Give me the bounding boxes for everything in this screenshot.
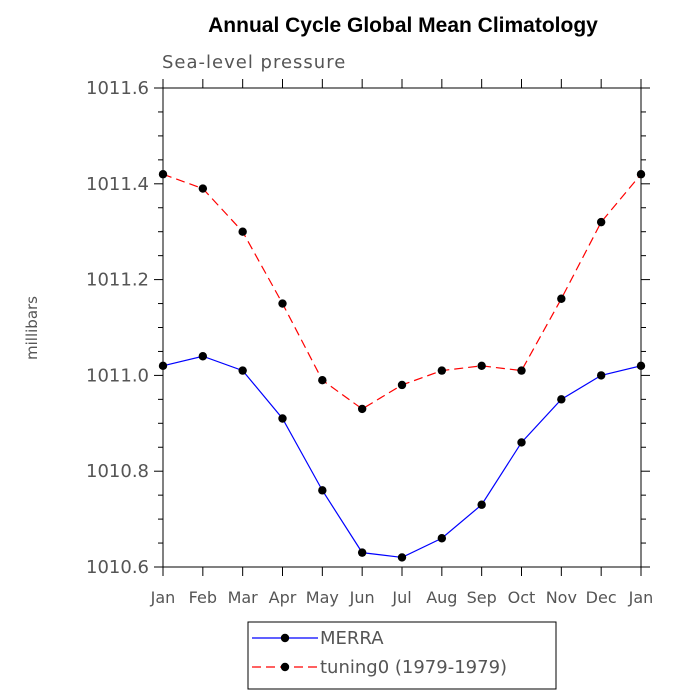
legend-label: tuning0 (1979-1979) [320,657,507,678]
data-point [636,170,646,179]
x-tick-label: Aug [426,588,457,607]
data-point [557,294,566,303]
data-point [278,414,287,423]
y-tick-label: 1010.8 [86,461,149,482]
data-point [278,299,287,308]
x-tick-label: Oct [508,588,536,607]
x-tick-label: May [306,588,339,607]
data-point [557,395,566,404]
legend-marker [280,662,290,672]
x-tick-label: Dec [586,588,617,607]
series-line [162,173,642,410]
chart-subtitle: Sea-level pressure [162,52,346,73]
x-tick-label: Jul [391,588,411,607]
data-point [517,438,526,447]
series-1 [158,170,646,414]
x-tick-label: Feb [189,588,217,607]
data-point [437,534,447,543]
x-tick-label: Jun [349,588,375,607]
x-tick-label: Apr [269,588,297,607]
legend: MERRA tuning0 (1979-1979) [247,621,557,690]
data-point [318,375,327,385]
y-tick-label: 1011.6 [86,78,149,99]
data-point [357,404,367,414]
data-point [397,553,407,562]
axis-ticks [154,79,650,576]
y-tick-label: 1010.6 [86,557,149,578]
y-tick-label: 1011.4 [86,174,149,195]
data-point [158,170,168,179]
x-tick-label: Sep [467,588,497,607]
x-tick-labels: Jan Feb Mar Apr May Jun Jul Aug Sep Oct Nov Dec Jan [150,588,654,607]
data-point [318,486,327,495]
y-axis-label: millibars [23,296,41,360]
data-point [238,366,247,375]
y-tick-label: 1011.2 [86,270,149,291]
chart-title: Annual Cycle Global Mean Climatology [208,14,598,37]
x-tick-label: Jan [628,588,654,607]
x-tick-label: Jan [150,588,176,607]
data-point [596,371,606,380]
data-point [397,380,407,390]
data-point [517,366,526,375]
y-tick-label: 1011.0 [86,365,149,386]
data-point [357,548,367,557]
data-point [158,361,168,371]
legend-marker [280,633,290,643]
data-point [198,352,208,361]
data-point [477,361,486,371]
data-point [477,500,486,509]
x-tick-label: Nov [546,588,577,607]
legend-box [247,621,557,690]
series-0 [158,352,646,562]
data-point [238,227,247,236]
y-tick-labels: 1010.6 1010.8 1011.0 1011.2 1011.4 1011.6 [86,78,149,578]
plot-frame [162,87,642,568]
data-point [198,184,208,193]
series-layer [158,170,646,562]
data-point [636,361,646,371]
data-point [596,217,606,227]
legend-label: MERRA [320,628,384,649]
x-tick-label: Mar [228,588,259,607]
data-point [437,366,447,375]
